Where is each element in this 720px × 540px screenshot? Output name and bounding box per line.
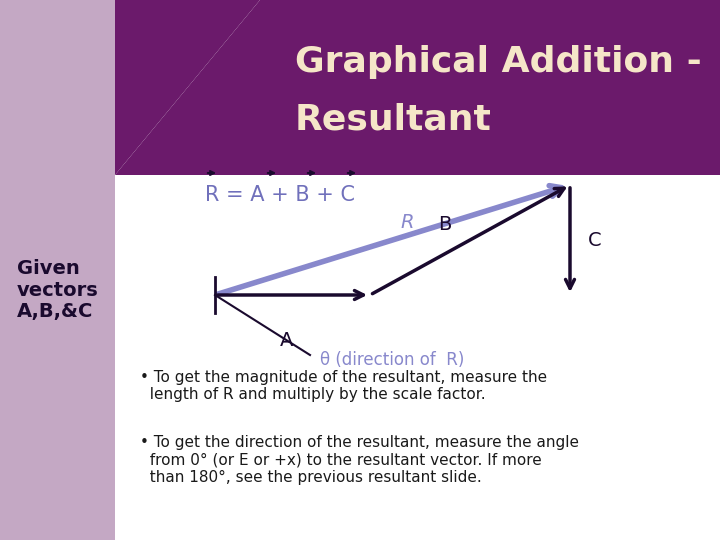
Text: R: R (400, 213, 414, 232)
Text: C: C (588, 231, 602, 249)
Polygon shape (0, 0, 115, 540)
Text: Graphical Addition -: Graphical Addition - (295, 45, 702, 79)
Text: Resultant: Resultant (295, 103, 492, 137)
Text: B: B (438, 215, 451, 234)
Text: θ (direction of  R): θ (direction of R) (320, 351, 464, 369)
Polygon shape (115, 0, 720, 175)
Polygon shape (115, 0, 260, 175)
Text: R = A + B + C: R = A + B + C (205, 185, 355, 205)
Text: • To get the magnitude of the resultant, measure the
  length of R and multiply : • To get the magnitude of the resultant,… (140, 370, 547, 402)
Text: • To get the direction of the resultant, measure the angle
  from 0° (or E or +x: • To get the direction of the resultant,… (140, 435, 579, 485)
Text: A: A (280, 330, 294, 349)
Text: Given
vectors
A,B,&C: Given vectors A,B,&C (17, 259, 99, 321)
